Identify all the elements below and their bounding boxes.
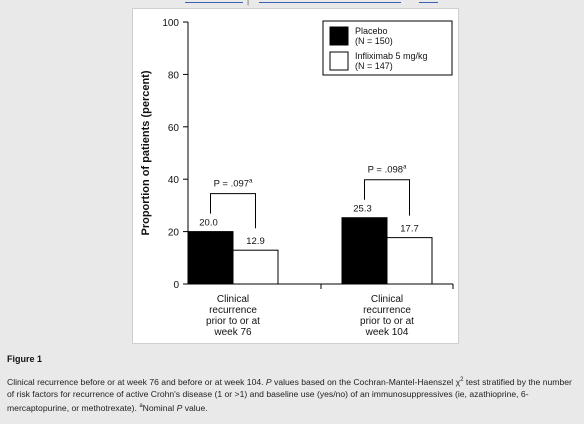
bar-chart: 0 20 40 60 80 100 Proportion of patients (perc… — [140, 18, 454, 338]
caption-text-3: test stratified by the number of risk fa… — [7, 376, 572, 413]
legend-swatch-infliximab — [329, 51, 349, 71]
header-link-2[interactable] — [259, 2, 401, 3]
figure-caption: Clinical recurrence before or at week 76… — [7, 374, 579, 414]
figure-panel: 0 20 40 60 80 100 Proportion of patients (perc… — [132, 8, 459, 344]
header-link-separator: | — [247, 0, 250, 6]
data-label-placebo-0: 20.0 — [199, 218, 218, 229]
significance-bracket-1 — [364, 179, 410, 216]
category-label-0-line-2: prior to or at — [206, 316, 260, 327]
caption-text-2: values based on the Cochran-Mantel-Haens… — [271, 376, 461, 387]
bar-infliximab-0 — [232, 249, 279, 285]
figure-label: Figure 1 — [7, 354, 43, 364]
legend-swatch-placebo — [329, 26, 349, 46]
caption-text-4: Nominal — [142, 402, 177, 413]
y-tick-label-60: 60 — [168, 123, 180, 134]
legend-label-infliximab: Infliximab 5 mg/kg — [355, 51, 428, 61]
caption-p-italic-2: P — [176, 402, 183, 413]
legend-label-placebo: Placebo — [355, 26, 388, 36]
y-tick-label-100: 100 — [162, 18, 179, 29]
caption-text-1: Clinical recurrence before or at week 76… — [7, 376, 266, 387]
data-label-infliximab-1: 17.7 — [400, 224, 419, 235]
category-label-1-line-1: recurrence — [363, 305, 411, 316]
category-label-0-line-1: recurrence — [209, 305, 257, 316]
y-tick-label-40: 40 — [168, 175, 180, 186]
data-label-infliximab-0: 12.9 — [246, 236, 265, 247]
bar-placebo-0 — [187, 231, 234, 285]
p-value-annotation-0: P = .097a — [214, 179, 253, 190]
category-label-1-line-3: week 104 — [365, 327, 409, 338]
category-label-0-line-3: week 76 — [213, 327, 252, 338]
top-links: | — [0, 0, 584, 6]
category-label-1-line-2: prior to or at — [360, 316, 414, 327]
category-label-0-line-0: Clinical — [217, 294, 249, 305]
caption-p-italic: P — [265, 376, 272, 387]
category-label-1-line-0: Clinical — [371, 294, 403, 305]
p-value-annotation-1: P = .098a — [368, 165, 407, 176]
caption-a-sup: a — [139, 402, 143, 409]
significance-bracket-0 — [210, 193, 256, 229]
legend-n-placebo: (N = 150) — [355, 36, 393, 46]
y-tick-label-80: 80 — [168, 70, 180, 81]
header-link-1[interactable] — [185, 2, 243, 3]
y-tick-label-20: 20 — [168, 228, 180, 239]
legend-n-infliximab: (N = 147) — [355, 61, 393, 71]
caption-chi-sup: 2 — [460, 377, 464, 383]
y-axis-label: Proportion of patients (percent) — [140, 70, 152, 235]
header-link-3[interactable] — [419, 2, 438, 3]
caption-text-5: value. — [182, 402, 208, 413]
y-tick-label-0: 0 — [173, 280, 179, 291]
data-label-placebo-1: 25.3 — [353, 204, 372, 215]
bar-placebo-1 — [341, 217, 388, 285]
bar-infliximab-1 — [386, 237, 433, 285]
